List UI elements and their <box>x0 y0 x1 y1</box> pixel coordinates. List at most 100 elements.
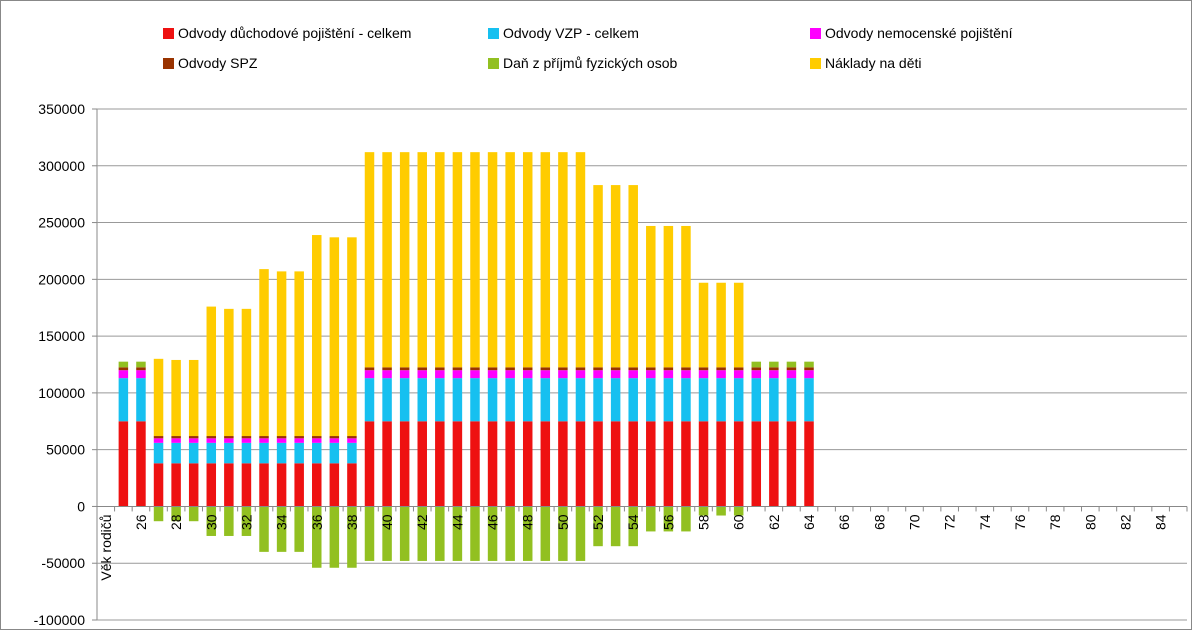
bar <box>628 378 638 422</box>
bar <box>558 421 568 507</box>
bar <box>540 421 551 507</box>
bar <box>241 308 252 437</box>
bar <box>259 463 269 507</box>
bar <box>312 438 322 443</box>
bar <box>487 421 498 507</box>
x-tick-label: 34 <box>274 514 290 530</box>
bar <box>206 506 217 536</box>
bar <box>118 421 129 507</box>
bar <box>259 438 269 443</box>
y-tick-label: 50000 <box>46 442 85 458</box>
bar <box>364 370 375 379</box>
bar <box>716 370 726 379</box>
bar <box>294 271 304 437</box>
bar <box>610 421 621 507</box>
bar <box>681 225 691 368</box>
bar <box>364 367 375 371</box>
bar <box>452 152 463 368</box>
bar <box>786 421 797 507</box>
bar <box>733 282 744 368</box>
x-tick-label: 60 <box>731 514 747 530</box>
bar <box>786 378 797 422</box>
bar <box>522 367 533 371</box>
bar <box>259 442 269 464</box>
y-tick-label: 350000 <box>38 101 85 117</box>
bar <box>206 463 217 507</box>
bar <box>505 378 515 422</box>
bar <box>153 436 164 439</box>
legend-label: Odvody VZP - celkem <box>503 25 639 41</box>
bar <box>171 463 181 507</box>
bar <box>241 506 252 536</box>
bar <box>171 442 181 464</box>
legend-swatch <box>488 58 499 69</box>
bar <box>364 152 375 368</box>
bar <box>329 436 340 439</box>
bar <box>364 506 375 561</box>
bar <box>716 421 726 507</box>
bar <box>593 370 603 379</box>
x-tick-label: 36 <box>309 514 325 530</box>
bar <box>417 152 427 368</box>
x-tick-label: 50 <box>555 514 571 530</box>
x-tick-label: 64 <box>801 514 817 530</box>
bar <box>646 421 656 507</box>
bar <box>470 378 480 422</box>
bar <box>575 506 586 561</box>
bar <box>558 506 568 561</box>
bar <box>417 378 427 422</box>
bar <box>804 361 814 368</box>
bar <box>136 378 146 422</box>
y-tick-label: 100000 <box>38 385 85 401</box>
legend-swatch <box>163 58 174 69</box>
bar <box>188 438 199 443</box>
bar <box>646 367 656 371</box>
bar <box>470 370 480 379</box>
legend-label: Odvody nemocenské pojištění <box>825 25 1013 41</box>
legend-swatch <box>810 58 821 69</box>
bar <box>733 367 744 371</box>
bar <box>610 185 621 368</box>
x-tick-label: 30 <box>203 514 219 530</box>
bar <box>804 378 814 422</box>
bar <box>329 237 340 437</box>
bar <box>136 370 146 379</box>
y-tick-label: 150000 <box>38 328 85 344</box>
bar <box>487 370 498 379</box>
bar <box>733 370 744 379</box>
bar <box>382 370 392 379</box>
bar <box>435 378 445 422</box>
bar <box>733 506 744 516</box>
bar <box>276 506 287 552</box>
x-tick-label: Věk rodičů <box>98 514 114 580</box>
bar <box>505 152 515 368</box>
bar <box>470 367 480 371</box>
bar <box>312 506 322 568</box>
bar <box>663 421 674 507</box>
bar <box>329 463 340 507</box>
legend-label: Odvody SPZ <box>178 55 258 71</box>
bar <box>575 152 586 368</box>
x-tick-label: 52 <box>590 514 606 530</box>
bar <box>558 378 568 422</box>
bar <box>118 367 129 371</box>
bar <box>347 442 357 464</box>
x-tick-label: 38 <box>344 514 360 530</box>
bar <box>224 438 234 443</box>
bar <box>188 506 199 522</box>
bar <box>399 421 410 507</box>
bar <box>505 370 515 379</box>
x-tick-label: 74 <box>977 514 993 530</box>
bar <box>540 152 551 368</box>
bar <box>347 463 357 507</box>
bar <box>786 367 797 371</box>
bar <box>698 378 709 422</box>
bar <box>312 235 322 437</box>
bar <box>382 378 392 422</box>
bar <box>259 436 269 439</box>
bar <box>224 436 234 439</box>
bar <box>224 308 234 437</box>
bar <box>136 421 146 507</box>
bar <box>294 442 304 464</box>
bar <box>804 367 814 371</box>
